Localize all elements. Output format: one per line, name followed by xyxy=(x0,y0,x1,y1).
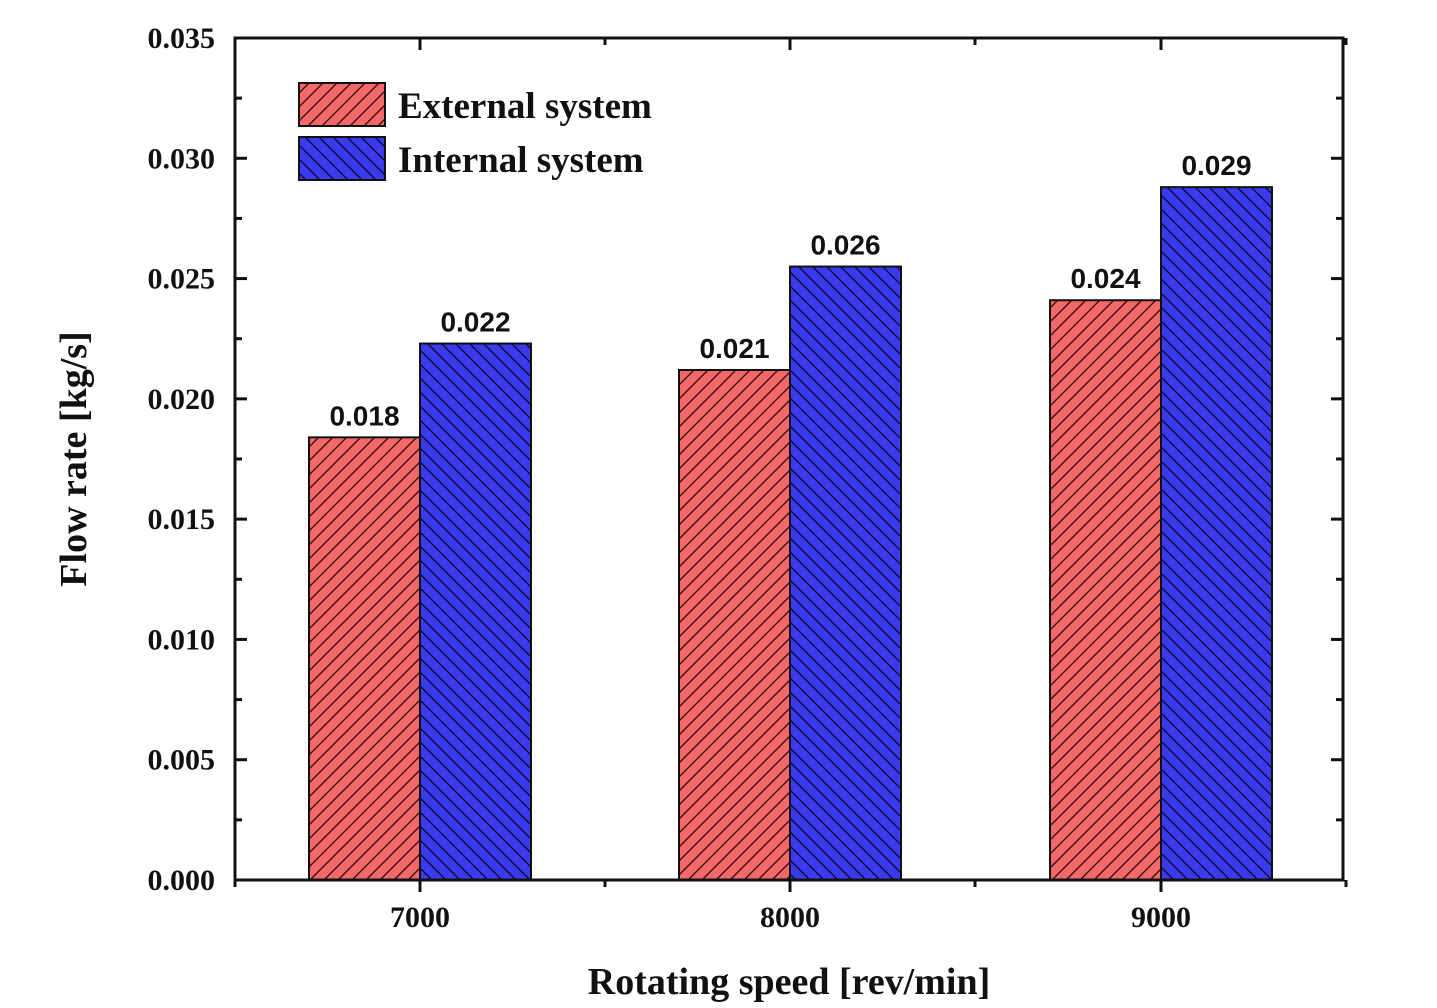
y-tick-label: 0.030 xyxy=(148,142,216,175)
y-tick-label: 0.005 xyxy=(148,744,216,777)
legend-swatch-external xyxy=(298,82,386,127)
ticks-layer xyxy=(233,36,1348,892)
y-tick-label: 0.025 xyxy=(148,263,216,296)
x-tick-label: 7000 xyxy=(390,901,450,934)
legend-swatch-internal xyxy=(298,136,386,181)
x-tick-label: 8000 xyxy=(760,901,820,934)
legend-label-internal: Internal system xyxy=(398,140,644,181)
data-label-internal-7000: 0.022 xyxy=(440,307,510,338)
data-label-internal-9000: 0.029 xyxy=(1181,150,1251,181)
data-label-external-7000: 0.018 xyxy=(329,400,399,431)
y-tick-label: 0.020 xyxy=(148,383,216,416)
bar-external-9000 xyxy=(1049,299,1162,882)
data-label-internal-8000: 0.026 xyxy=(810,230,880,261)
bar-internal-8000 xyxy=(789,265,902,881)
data-label-external-8000: 0.021 xyxy=(699,333,769,364)
bar-external-7000 xyxy=(308,436,421,881)
y-tick-label: 0.035 xyxy=(148,22,216,55)
x-tick-label: 9000 xyxy=(1131,901,1191,934)
data-label-external-9000: 0.024 xyxy=(1070,263,1140,294)
legend-label-external: External system xyxy=(398,86,652,127)
y-tick-label: 0.015 xyxy=(148,503,216,536)
bar-internal-9000 xyxy=(1160,186,1273,881)
bars-layer xyxy=(308,186,1273,882)
y-axis-title: Flow rate [kg/s] xyxy=(53,331,95,586)
bar-external-8000 xyxy=(678,368,791,881)
data-labels-layer: 0.018 0.021 0.024 0.022 0.026 0.029 xyxy=(329,150,1251,431)
y-tick-labels: 0.000 0.005 0.010 0.015 0.020 0.025 0.030 0.035 xyxy=(148,22,216,897)
x-axis-title: Rotating speed [rev/min] xyxy=(588,961,991,1003)
y-tick-label: 0.010 xyxy=(148,623,216,656)
legend: External system Internal system xyxy=(298,82,652,181)
x-tick-labels: 7000 8000 9000 xyxy=(390,901,1191,934)
y-tick-label: 0.000 xyxy=(148,864,216,897)
bar-internal-7000 xyxy=(419,342,532,882)
